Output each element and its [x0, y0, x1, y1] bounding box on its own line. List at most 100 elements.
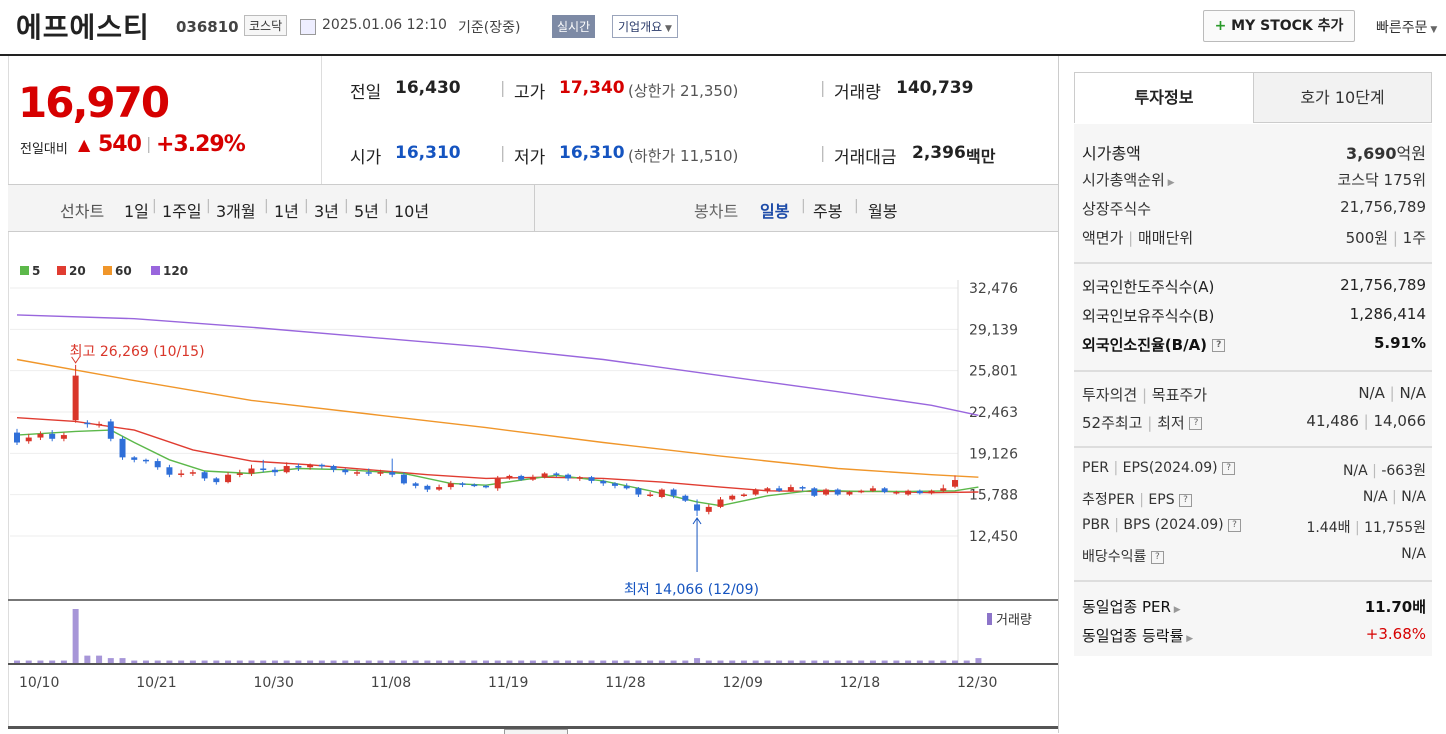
help-icon[interactable]: ? [1189, 417, 1203, 430]
candle[interactable] [400, 474, 407, 484]
candle[interactable] [60, 435, 67, 439]
candle[interactable] [823, 489, 830, 495]
candle[interactable] [107, 421, 114, 439]
candle[interactable] [260, 468, 267, 471]
candle[interactable] [307, 464, 314, 468]
candle[interactable] [342, 469, 349, 473]
range-5[interactable]: 5년 [354, 202, 379, 221]
candle[interactable] [565, 474, 572, 479]
candle[interactable] [928, 490, 935, 494]
candle[interactable] [283, 466, 290, 473]
help-icon[interactable]: ? [1212, 339, 1226, 352]
candle[interactable] [84, 422, 91, 425]
candle[interactable] [365, 472, 372, 474]
candle[interactable] [201, 472, 208, 479]
candle[interactable] [893, 492, 900, 494]
candle[interactable] [717, 499, 724, 507]
candle[interactable] [189, 472, 196, 474]
candle[interactable] [471, 484, 478, 487]
candle[interactable] [459, 483, 466, 485]
scroll-handle[interactable] [504, 729, 568, 734]
candle[interactable] [436, 487, 443, 490]
candle[interactable] [729, 495, 736, 500]
help-icon[interactable]: ? [1222, 461, 1236, 475]
candle[interactable] [952, 480, 958, 487]
candle[interactable] [752, 489, 759, 495]
sector-change-row[interactable]: 동일업종 등락률 ▶ +3.68% [1082, 625, 1426, 653]
candle[interactable] [529, 477, 536, 480]
candle[interactable] [236, 473, 243, 475]
candle[interactable] [354, 472, 361, 474]
candle[interactable] [846, 492, 853, 495]
candle[interactable] [483, 485, 489, 488]
candle[interactable] [213, 478, 220, 483]
range-0[interactable]: 1일 [124, 202, 149, 221]
candle-chart-label[interactable]: 봉차트 [694, 202, 739, 221]
candle[interactable] [588, 477, 595, 481]
price-chart[interactable]: 5 20 60 120 32,476 29,139 25,801 22,463 19,126 15… [8, 232, 1058, 726]
candle[interactable] [119, 438, 126, 458]
candle[interactable] [799, 487, 806, 489]
candle[interactable] [553, 473, 560, 475]
candle[interactable] [248, 468, 255, 474]
candle[interactable] [776, 488, 783, 491]
candle[interactable] [705, 506, 712, 512]
help-icon[interactable]: ? [1179, 493, 1193, 507]
candle[interactable] [225, 474, 232, 483]
tab-orderbook[interactable]: 호가 10단계 [1253, 72, 1432, 123]
help-icon[interactable]: ? [1150, 550, 1164, 564]
my-stock-add-button[interactable]: + MY STOCK 추가 [1203, 10, 1355, 42]
candle[interactable] [916, 490, 923, 494]
line-chart-label[interactable]: 선차트 [60, 202, 105, 221]
candle[interactable] [740, 494, 747, 497]
candle[interactable] [834, 489, 841, 495]
candle-weekly[interactable]: 주봉 [813, 202, 843, 221]
company-overview-button[interactable]: 기업개요 ▼ [612, 15, 678, 38]
tab-invest-info[interactable]: 투자정보 [1074, 72, 1254, 123]
range-3[interactable]: 1년 [274, 202, 299, 221]
candle[interactable] [424, 485, 431, 490]
candle[interactable] [506, 475, 513, 479]
quick-order-button[interactable]: 빠른주문 ▼ [1376, 17, 1437, 37]
candle[interactable] [14, 432, 20, 443]
candle[interactable] [764, 488, 771, 491]
candle[interactable] [25, 437, 32, 442]
candle[interactable] [670, 489, 677, 496]
candle[interactable] [881, 488, 888, 493]
candle[interactable] [858, 490, 865, 493]
candle[interactable] [811, 488, 818, 496]
candle[interactable] [940, 488, 947, 491]
candle[interactable] [412, 483, 419, 486]
candle[interactable] [694, 504, 701, 511]
candle[interactable] [295, 466, 302, 468]
candle[interactable] [37, 433, 44, 438]
range-1[interactable]: 1주일 [162, 202, 202, 221]
candle[interactable] [611, 483, 618, 486]
candle[interactable] [447, 483, 454, 488]
candle[interactable] [600, 480, 607, 484]
candle[interactable] [869, 488, 876, 491]
candle[interactable] [377, 472, 384, 474]
candle[interactable] [541, 473, 548, 478]
candle-monthly[interactable]: 월봉 [868, 202, 898, 221]
candle[interactable] [178, 473, 185, 475]
candle[interactable] [49, 433, 56, 439]
candle[interactable] [318, 464, 325, 467]
candle[interactable] [635, 488, 642, 495]
range-4[interactable]: 3년 [314, 202, 339, 221]
candle[interactable] [271, 469, 278, 473]
candle[interactable] [131, 457, 138, 460]
range-6[interactable]: 10년 [394, 202, 430, 221]
candle[interactable] [682, 495, 689, 501]
sector-per-row[interactable]: 동일업종 PER ▶ 11.70배 [1082, 596, 1426, 624]
range-2[interactable]: 3개월 [216, 202, 256, 221]
candle[interactable] [72, 375, 79, 421]
candle[interactable] [166, 467, 173, 475]
candle[interactable] [518, 475, 525, 480]
realtime-button[interactable]: 실시간 [552, 15, 596, 38]
candle[interactable] [658, 489, 665, 497]
candle[interactable] [787, 487, 794, 491]
candle[interactable] [576, 477, 583, 479]
cap-rank-row[interactable]: 시가총액순위 ▶ 코스닥 175위 [1082, 169, 1426, 197]
candle[interactable] [905, 490, 912, 495]
